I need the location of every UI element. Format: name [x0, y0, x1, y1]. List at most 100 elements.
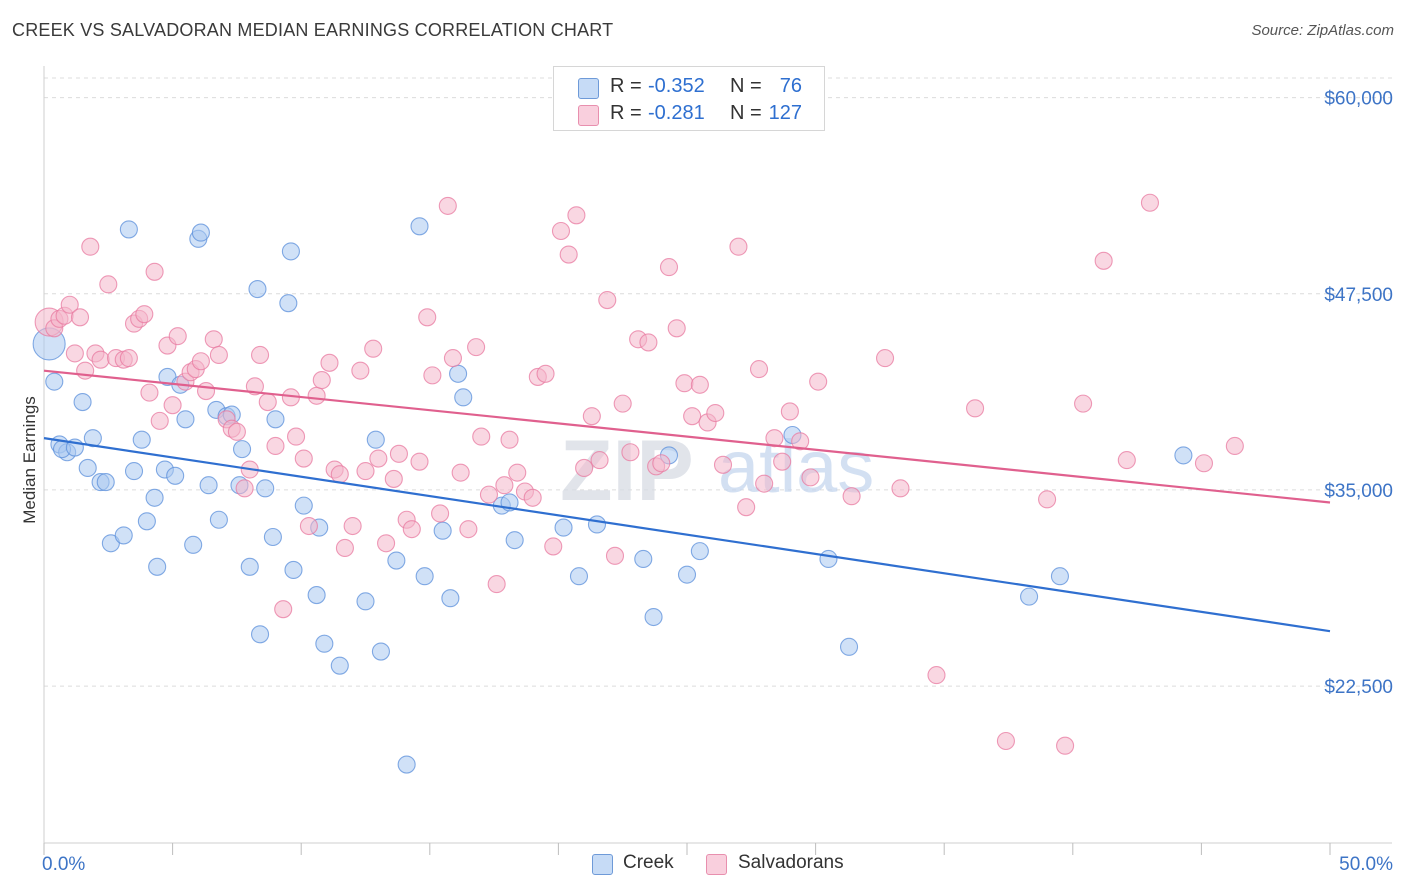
salvadorans-point: [713, 455, 733, 474]
salvadorans-point: [523, 488, 542, 507]
salvadorans-point: [150, 411, 169, 430]
creek-point: [281, 242, 300, 261]
salvadorans-point: [598, 290, 617, 310]
n-label: N =: [730, 102, 762, 124]
salvadorans-point: [384, 469, 403, 488]
salvadorans-point: [495, 476, 514, 495]
salvadorans-point: [250, 345, 270, 365]
creek-point: [191, 223, 210, 242]
creek-point: [232, 440, 252, 459]
creek-point: [449, 364, 468, 383]
salvadorans-swatch: [578, 105, 599, 126]
salvadorans-point: [431, 504, 450, 523]
salvadorans-point: [536, 364, 555, 383]
creek-point: [96, 473, 115, 492]
salvadorans-point: [266, 436, 285, 456]
series-salvadorans-points: [34, 193, 1244, 755]
salvadorans-point: [809, 372, 828, 391]
creek-point: [634, 549, 653, 569]
creek-point: [1020, 587, 1039, 606]
y-tick-label: $60,000: [1324, 89, 1393, 110]
creek-point: [266, 410, 285, 429]
salvadorans-point: [320, 353, 339, 372]
salvadorans-point: [508, 463, 527, 482]
salvadorans-point: [749, 360, 769, 379]
salvadorans-point: [299, 516, 318, 536]
creek-swatch: [592, 854, 613, 875]
creek-point: [199, 476, 218, 495]
salvadorans-point: [1117, 451, 1136, 470]
salvadorans-point: [559, 245, 578, 264]
salvadorans-point: [479, 485, 499, 504]
salvadorans-point: [729, 237, 748, 256]
creek-point: [119, 220, 138, 239]
salvadorans-point: [204, 330, 223, 349]
salvadorans-point: [76, 361, 95, 380]
salvadorans-point: [966, 399, 985, 418]
salvadorans-point: [81, 237, 100, 256]
salvadorans-point: [780, 402, 799, 421]
salvadorans-point: [755, 474, 774, 493]
salvadorans-point: [551, 221, 571, 241]
creek-point: [839, 637, 859, 656]
salvadorans-point: [683, 407, 702, 426]
salvadorans-point: [65, 344, 84, 363]
salvadorans-point: [1094, 251, 1113, 270]
salvadorans-point: [652, 454, 671, 473]
creek-point: [148, 557, 167, 576]
salvadorans-point: [330, 465, 349, 484]
salvadorans-point: [191, 352, 210, 371]
salvadorans-point: [364, 339, 383, 358]
salvadorans-point: [135, 305, 154, 324]
salvadorans-point: [675, 374, 694, 393]
salvadorans-point: [245, 377, 264, 396]
salvadorans-point: [287, 427, 306, 446]
salvadorans-point: [451, 463, 470, 482]
legend-row-creek: R = -0.352 N = 76: [554, 75, 824, 101]
salvadorans-point: [443, 349, 462, 368]
creek-point: [569, 567, 589, 586]
creek-point: [248, 280, 267, 299]
creek-point: [330, 656, 349, 675]
creek-point: [209, 510, 228, 529]
creek-point: [1174, 446, 1193, 465]
salvadorans-point: [639, 333, 658, 352]
creek-point: [250, 625, 270, 644]
legend-label-salvadorans: Salvadorans: [738, 852, 844, 873]
salvadorans-point: [91, 350, 110, 369]
salvadorans-point: [1038, 490, 1057, 509]
salvadorans-point: [377, 534, 396, 553]
salvadorans-point: [343, 516, 362, 536]
correlation-legend: R = -0.352 N = 76 R = -0.281 N = 127: [553, 66, 825, 131]
x-tick-label: 50.0%: [1339, 854, 1393, 875]
salvadorans-point: [667, 319, 686, 338]
creek-point: [454, 388, 473, 407]
salvadorans-point: [145, 262, 164, 281]
salvadorans-point: [459, 520, 478, 539]
creek-point: [410, 217, 429, 236]
tick-labels: $22,500 $35,000 $47,500 $60,000 0.0% 50.0%: [42, 89, 1393, 875]
series-creek-points: [32, 217, 1193, 774]
salvadorans-point: [544, 537, 563, 556]
creek-point: [284, 560, 303, 580]
legend-row-salvadorans: R = -0.281 N = 127: [554, 102, 824, 128]
creek-point: [356, 592, 375, 611]
creek-point: [677, 565, 697, 584]
creek-point: [505, 531, 524, 550]
x-tick-label: 0.0%: [42, 854, 85, 875]
creek-point: [1050, 567, 1069, 586]
salvadorans-point: [891, 479, 910, 498]
salvadorans-point: [487, 575, 506, 594]
salvadorans-point: [423, 366, 442, 385]
salvadorans-point: [801, 468, 820, 487]
creek-point: [184, 535, 203, 554]
salvadorans-point: [1074, 394, 1093, 413]
salvadorans-point: [356, 462, 375, 481]
creek-point: [819, 549, 838, 569]
salvadorans-point: [590, 451, 609, 470]
salvadorans-point: [389, 444, 408, 463]
salvadorans-point: [690, 375, 709, 394]
creek-point: [690, 542, 709, 561]
creek-point: [83, 429, 102, 448]
